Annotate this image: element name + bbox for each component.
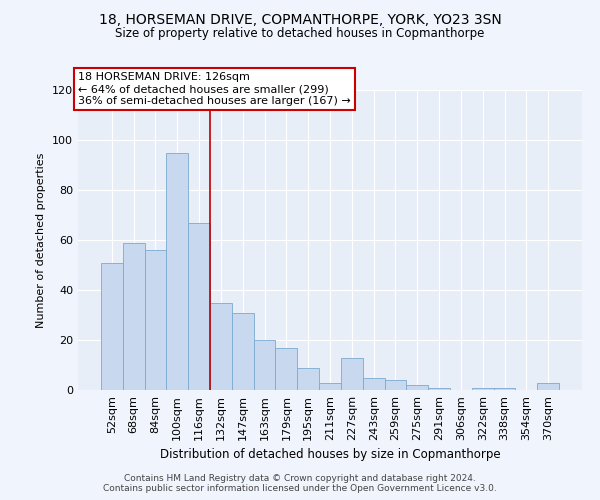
Bar <box>385 380 406 390</box>
Bar <box>319 382 341 390</box>
Text: Size of property relative to detached houses in Copmanthorpe: Size of property relative to detached ho… <box>115 28 485 40</box>
Bar <box>210 302 232 390</box>
Bar <box>145 250 166 390</box>
Bar <box>188 222 210 390</box>
Bar <box>275 348 297 390</box>
Bar <box>297 368 319 390</box>
Bar <box>341 358 363 390</box>
X-axis label: Distribution of detached houses by size in Copmanthorpe: Distribution of detached houses by size … <box>160 448 500 462</box>
Bar <box>494 388 515 390</box>
Bar <box>254 340 275 390</box>
Bar <box>472 388 494 390</box>
Text: 18 HORSEMAN DRIVE: 126sqm
← 64% of detached houses are smaller (299)
36% of semi: 18 HORSEMAN DRIVE: 126sqm ← 64% of detac… <box>78 72 351 106</box>
Bar <box>406 385 428 390</box>
Bar <box>428 388 450 390</box>
Bar <box>232 312 254 390</box>
Bar <box>537 382 559 390</box>
Bar <box>101 262 123 390</box>
Bar <box>123 242 145 390</box>
Text: 18, HORSEMAN DRIVE, COPMANTHORPE, YORK, YO23 3SN: 18, HORSEMAN DRIVE, COPMANTHORPE, YORK, … <box>98 12 502 26</box>
Text: Contains HM Land Registry data © Crown copyright and database right 2024.: Contains HM Land Registry data © Crown c… <box>124 474 476 483</box>
Bar <box>166 152 188 390</box>
Bar <box>363 378 385 390</box>
Text: Contains public sector information licensed under the Open Government Licence v3: Contains public sector information licen… <box>103 484 497 493</box>
Y-axis label: Number of detached properties: Number of detached properties <box>37 152 46 328</box>
